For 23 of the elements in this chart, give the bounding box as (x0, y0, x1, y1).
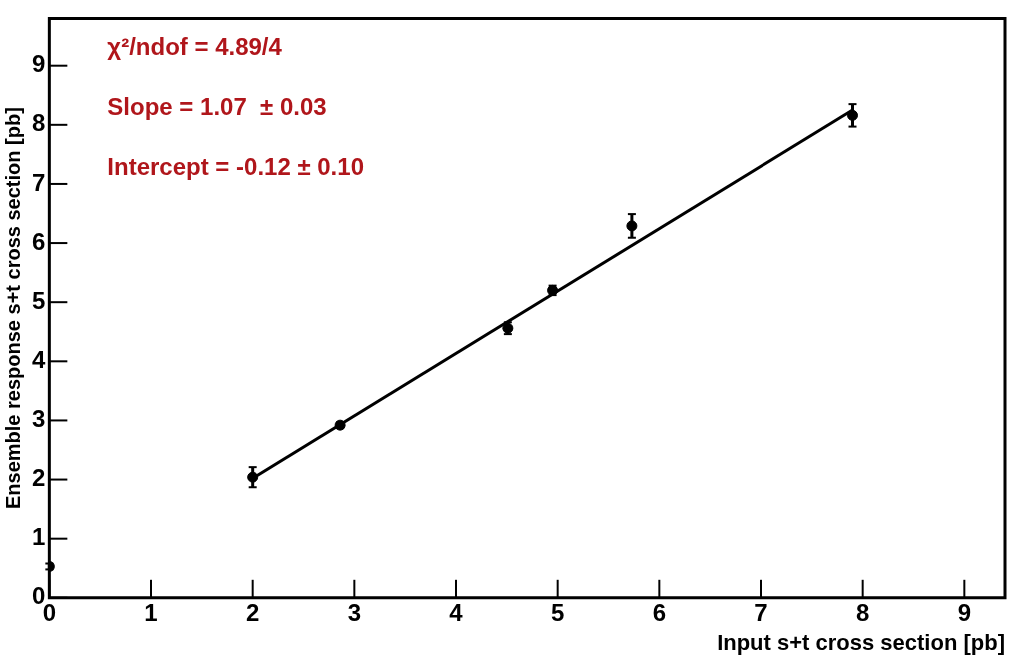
x-tick-label: 1 (144, 598, 158, 626)
x-tick-label: 3 (347, 598, 362, 626)
x-tick-label: 6 (652, 598, 667, 626)
y-tick-label: 7 (31, 168, 46, 196)
y-tick-label: 2 (31, 464, 46, 492)
y-tick-label: 9 (31, 50, 46, 78)
annotation: Intercept = -0.12 ± 0.10 (107, 153, 364, 181)
y-tick-label: 3 (31, 405, 46, 433)
y-tick-label: 4 (31, 345, 46, 373)
x-tick-label: 4 (449, 598, 464, 626)
y-tick-label: 1 (31, 523, 46, 551)
y-tick-label: 6 (31, 227, 46, 255)
y-tick-label: 5 (31, 286, 46, 314)
x-tick-label: 2 (246, 598, 260, 626)
annotation: χ²/ndof = 4.89/4 (107, 33, 283, 61)
x-tick-label: 8 (855, 598, 870, 626)
x-tick-label: 7 (754, 598, 768, 626)
y-axis-title: Ensemble response s+t cross section [pb] (1, 107, 24, 509)
x-axis-title: Input s+t cross section [pb] (717, 629, 1005, 655)
x-tick-label: 5 (550, 598, 565, 626)
y-tick-label: 8 (31, 109, 46, 137)
x-tick-label: 9 (957, 598, 972, 626)
annotation: Slope = 1.07 ± 0.03 (107, 93, 327, 121)
